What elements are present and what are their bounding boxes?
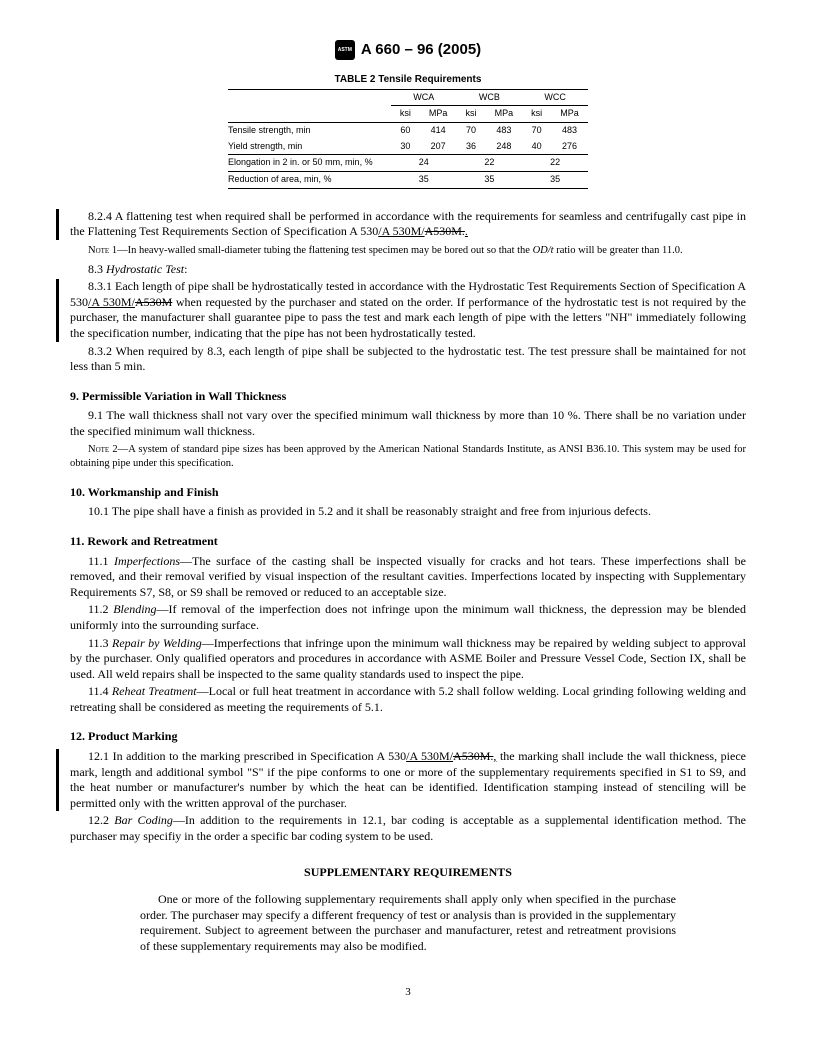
table-cell: 60 <box>391 122 420 138</box>
tensile-requirements-table: WCA WCB WCC ksi MPa ksi MPa ksi MPa Tens… <box>228 89 588 189</box>
section-9-heading: 9. Permissible Variation in Wall Thickne… <box>70 389 746 405</box>
table-caption: TABLE 2 Tensile Requirements <box>70 73 746 86</box>
para-9-1: 9.1 The wall thickness shall not vary ov… <box>70 408 746 439</box>
para-10-1: 10.1 The pipe shall have a finish as pro… <box>70 504 746 520</box>
table-cell: 22 <box>457 155 523 172</box>
table-row-label: Elongation in 2 in. or 50 mm, min, % <box>228 155 391 172</box>
header-title: A 660 – 96 (2005) <box>335 40 481 60</box>
table-cell: 483 <box>551 122 588 138</box>
document-header: A 660 – 96 (2005) <box>70 40 746 65</box>
table-cell: 30 <box>391 139 420 155</box>
col-group-wcc: WCC <box>522 89 588 106</box>
astm-logo-icon <box>335 40 355 60</box>
table-cell: 24 <box>391 155 457 172</box>
table-cell: 207 <box>420 139 457 155</box>
section-10-heading: 10. Workmanship and Finish <box>70 485 746 501</box>
para-11-3: 11.3 Repair by Welding—Imperfections tha… <box>70 636 746 683</box>
table-cell: 70 <box>522 122 551 138</box>
section-12-heading: 12. Product Marking <box>70 729 746 745</box>
para-12-2: 12.2 Bar Coding—In addition to the requi… <box>70 813 746 844</box>
subhead: MPa <box>420 106 457 123</box>
note-1: Note 1—In heavy-walled small-diameter tu… <box>70 244 746 258</box>
para-11-1: 11.1 Imperfections—The surface of the ca… <box>70 554 746 601</box>
para-11-4: 11.4 Reheat Treatment—Local or full heat… <box>70 684 746 715</box>
note-2: Note 2—A system of standard pipe sizes h… <box>70 443 746 470</box>
section-11-heading: 11. Rework and Retreatment <box>70 534 746 550</box>
subhead: ksi <box>391 106 420 123</box>
para-12-1: 12.1 In addition to the marking prescrib… <box>56 749 746 811</box>
para-8-3-2: 8.3.2 When required by 8.3, each length … <box>70 344 746 375</box>
para-8-2-4: 8.2.4 A flattening test when required sh… <box>56 209 746 240</box>
subhead: ksi <box>457 106 486 123</box>
supplementary-intro: One or more of the following supplementa… <box>140 892 676 954</box>
subhead: MPa <box>551 106 588 123</box>
table-row-label: Yield strength, min <box>228 139 391 155</box>
table-cell: 276 <box>551 139 588 155</box>
para-11-2: 11.2 Blending—If removal of the imperfec… <box>70 602 746 633</box>
table-cell: 483 <box>485 122 522 138</box>
table-cell: 36 <box>457 139 486 155</box>
table-cell: 22 <box>522 155 588 172</box>
table-cell: 40 <box>522 139 551 155</box>
supplementary-heading: SUPPLEMENTARY REQUIREMENTS <box>70 865 746 881</box>
table-cell: 248 <box>485 139 522 155</box>
para-8-3: 8.3 Hydrostatic Test: <box>70 262 746 278</box>
subhead: MPa <box>485 106 522 123</box>
table-cell: 35 <box>457 172 523 189</box>
table-cell: 35 <box>522 172 588 189</box>
page-number: 3 <box>70 985 746 999</box>
spec-number: A 660 – 96 (2005) <box>361 40 481 60</box>
para-8-3-1: 8.3.1 Each length of pipe shall be hydro… <box>56 279 746 341</box>
col-group-wca: WCA <box>391 89 457 106</box>
table-cell: 35 <box>391 172 457 189</box>
table-cell: 414 <box>420 122 457 138</box>
table-row-label: Tensile strength, min <box>228 122 391 138</box>
col-group-wcb: WCB <box>457 89 523 106</box>
table-cell: 70 <box>457 122 486 138</box>
table-row-label: Reduction of area, min, % <box>228 172 391 189</box>
subhead: ksi <box>522 106 551 123</box>
